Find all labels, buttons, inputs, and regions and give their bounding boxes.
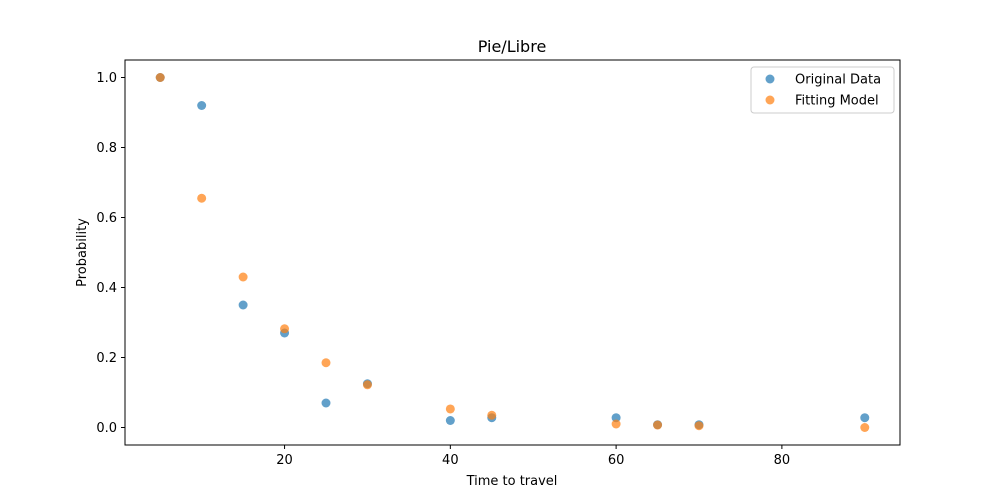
data-point	[362, 380, 372, 390]
plot-area-frame	[124, 59, 901, 446]
x-tick-label: 60	[608, 453, 625, 468]
data-point	[238, 300, 248, 310]
data-point	[197, 193, 207, 203]
data-point	[653, 420, 663, 430]
legend-label-fitting-model: Fitting Model	[795, 94, 879, 109]
legend: Original Data Fitting Model	[750, 66, 895, 114]
data-point	[197, 101, 207, 110]
y-tick-label: 0.0	[96, 421, 117, 436]
axis-ticks: 20 40 60 80 0.0 0.2 0.4 0.6 0.8 1.0	[96, 71, 790, 468]
data-point	[321, 398, 331, 408]
data-point	[445, 404, 455, 414]
legend-label-original-data: Original Data	[795, 73, 881, 88]
y-tick-label: 0.6	[96, 211, 117, 226]
y-tick-label: 0.2	[96, 351, 117, 366]
chart-title: Pie/Libre	[478, 37, 547, 56]
x-tick-label: 40	[442, 453, 459, 468]
y-tick-label: 0.4	[96, 281, 117, 296]
y-tick-label: 0.8	[96, 141, 117, 156]
data-point	[694, 421, 704, 431]
y-axis-label: Probability	[75, 218, 90, 287]
data-point	[280, 324, 290, 334]
data-point	[321, 358, 331, 368]
y-tick-label: 1.0	[96, 71, 117, 86]
series-original-data	[155, 73, 870, 430]
data-point	[611, 419, 621, 429]
data-point	[860, 413, 870, 423]
data-point	[487, 410, 497, 420]
legend-box	[750, 66, 895, 114]
data-point	[155, 73, 165, 82]
data-point	[860, 423, 870, 432]
series-fitting-model	[155, 73, 870, 432]
legend-marker-fitting-model	[765, 95, 775, 105]
x-axis-label: Time to travel	[466, 474, 558, 489]
data-points	[155, 73, 870, 432]
x-tick-label: 20	[276, 453, 293, 468]
data-point	[611, 413, 621, 423]
data-point	[238, 272, 248, 282]
legend-marker-original-data	[765, 74, 775, 84]
data-point	[445, 416, 455, 425]
x-tick-label: 80	[774, 453, 791, 468]
